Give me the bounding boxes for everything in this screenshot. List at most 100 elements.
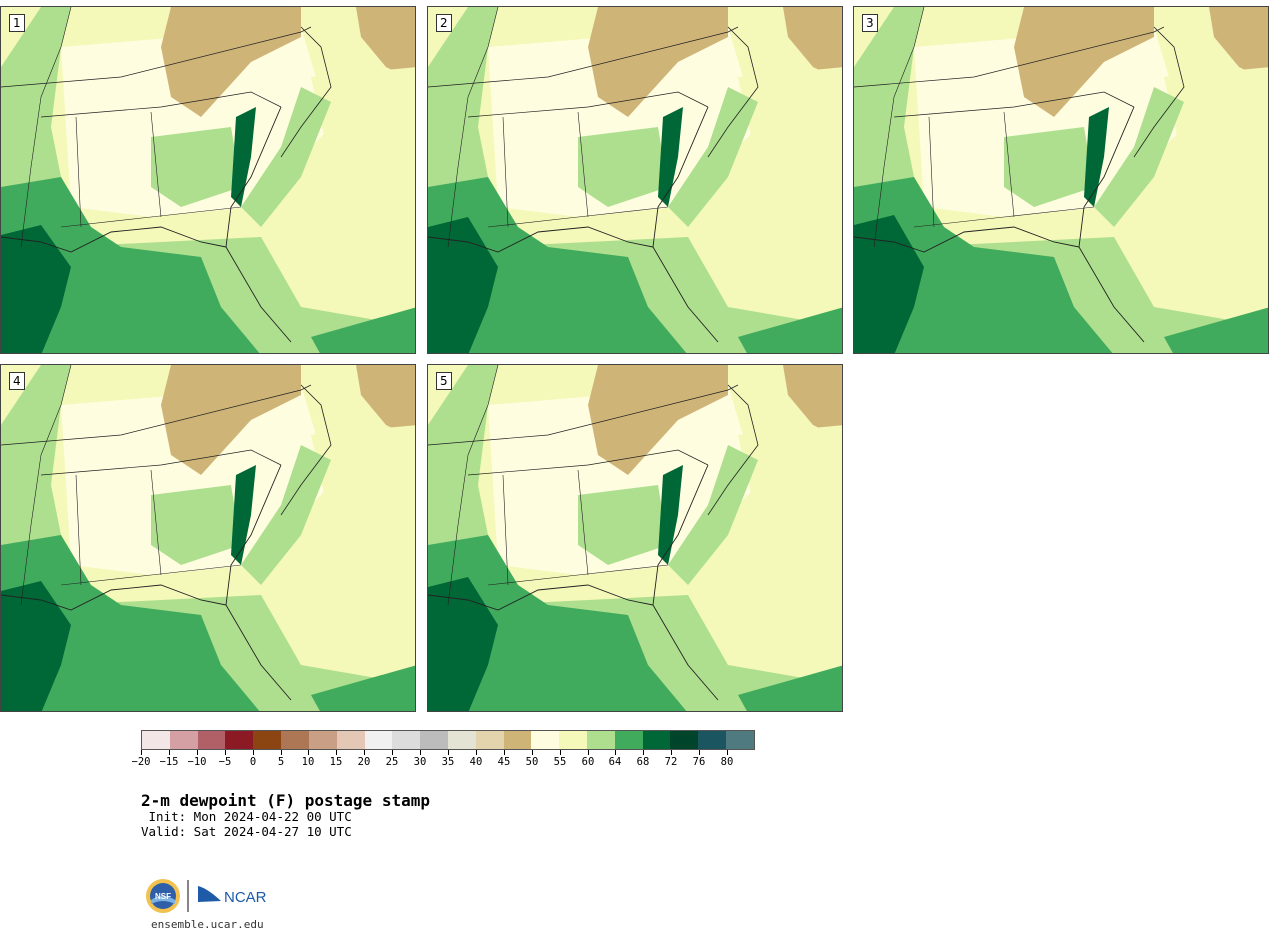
ncar-mark-icon <box>198 886 221 902</box>
state-border <box>1 26 312 88</box>
colorbar-tick <box>643 750 644 755</box>
cream-region <box>488 385 758 575</box>
map-field <box>854 7 1268 353</box>
colorbar-tick-label: 30 <box>413 756 427 768</box>
panel-label: 3 <box>862 14 878 32</box>
lightgreen-region <box>668 445 758 585</box>
lightgreen-region <box>241 87 331 227</box>
colorbar-tick <box>671 750 672 755</box>
mediumgreen-region <box>311 307 415 353</box>
darkgreen-region <box>658 107 683 207</box>
colorbar-swatch <box>336 731 365 749</box>
colorbar-tick-label: −5 <box>218 756 232 768</box>
mediumgreen-region <box>1164 307 1268 353</box>
colorbar-tick-label: 45 <box>497 756 511 768</box>
cream-region <box>61 27 331 217</box>
state-border <box>428 226 654 253</box>
state-border <box>652 464 719 701</box>
state-border <box>1078 106 1145 343</box>
state-border <box>75 474 82 586</box>
darkgreen-region <box>428 577 498 711</box>
tan-region <box>588 7 728 117</box>
state-border <box>280 26 332 158</box>
colorbar-tick-label: −10 <box>187 756 207 768</box>
colorbar-tick-label: 50 <box>525 756 539 768</box>
tan-region <box>588 365 728 475</box>
colorbar-ticks: −20 −15 −10 −5 0 5 10 15 20 25 30 35 40 45 50 55 60 64 68 7… <box>132 750 755 770</box>
state-border <box>1 226 227 253</box>
state-border <box>75 116 82 228</box>
state-border <box>40 91 282 118</box>
map-panel-4: 4 <box>0 364 416 712</box>
colorbar-tick-label: −20 <box>131 756 151 768</box>
colorbar-swatch <box>253 731 282 749</box>
mediumgreen-region <box>738 307 842 353</box>
colorbar-swatch <box>308 731 337 749</box>
nsf-text: NSF <box>155 892 171 901</box>
state-border <box>40 449 282 476</box>
state-border <box>467 91 709 118</box>
state-border <box>854 26 1165 88</box>
colorbar-swatch <box>475 731 504 749</box>
colorbar-tick <box>364 750 365 755</box>
yellow-region <box>738 425 842 565</box>
state-border <box>502 116 509 228</box>
state-border <box>20 365 72 606</box>
colorbar-swatch <box>225 731 254 749</box>
state-border <box>428 584 654 611</box>
darkgreen-region <box>1084 107 1109 207</box>
cream-region <box>61 385 331 575</box>
panel-label: 2 <box>436 14 452 32</box>
colorbar-tick-label: 20 <box>357 756 371 768</box>
colorbar-swatch <box>614 731 643 749</box>
state-border <box>873 7 925 248</box>
darkgreen-region <box>854 215 924 353</box>
colorbar <box>141 730 755 750</box>
colorbar-swatch <box>281 731 309 749</box>
darkgreen-region <box>1 225 71 353</box>
colorbar-tick <box>588 750 589 755</box>
state-border <box>428 384 739 446</box>
state-border <box>447 365 499 606</box>
plot-title: 2-m dewpoint (F) postage stamp <box>141 791 430 810</box>
colorbar-tick <box>615 750 616 755</box>
colorbar-swatch <box>698 731 727 749</box>
colorbar-tick <box>448 750 449 755</box>
colorbar-tick <box>420 750 421 755</box>
nsf-ncar-logo: NSF NCAR <box>146 879 267 913</box>
colorbar-swatch <box>142 731 170 749</box>
state-border <box>1003 111 1015 218</box>
panel-label: 1 <box>9 14 25 32</box>
colorbar-tick <box>699 750 700 755</box>
yellow-region <box>1164 67 1268 207</box>
logo-group: NSF NCAR <box>145 876 275 920</box>
mediumgreen-region <box>854 177 1113 353</box>
colorbar-tick-label: 25 <box>385 756 399 768</box>
state-border <box>1133 26 1185 158</box>
tan-region <box>161 7 301 117</box>
colorbar-tick-label: 60 <box>581 756 595 768</box>
map-field <box>1 365 415 711</box>
colorbar-tick <box>476 750 477 755</box>
mediumgreen-region <box>738 665 842 711</box>
state-border <box>280 384 332 516</box>
panel-label: 4 <box>9 372 25 390</box>
colorbar-tick <box>308 750 309 755</box>
yellow-region <box>311 67 415 207</box>
valid-time: Valid: Sat 2024-04-27 10 UTC <box>141 824 352 839</box>
colorbar-tick-label: 68 <box>636 756 650 768</box>
mediumgreen-region <box>1 535 260 711</box>
mediumgreen-region <box>1 177 260 353</box>
state-border <box>225 106 292 343</box>
tan-region <box>1014 7 1154 117</box>
tan-region <box>161 365 301 475</box>
state-border <box>60 564 242 586</box>
lightgreen-region <box>578 127 668 207</box>
colorbar-tick <box>336 750 337 755</box>
state-border <box>854 226 1080 253</box>
state-border <box>150 111 162 218</box>
colorbar-swatch <box>169 731 198 749</box>
colorbar-tick-label: 35 <box>441 756 455 768</box>
state-border <box>707 384 759 516</box>
state-border <box>20 7 72 248</box>
